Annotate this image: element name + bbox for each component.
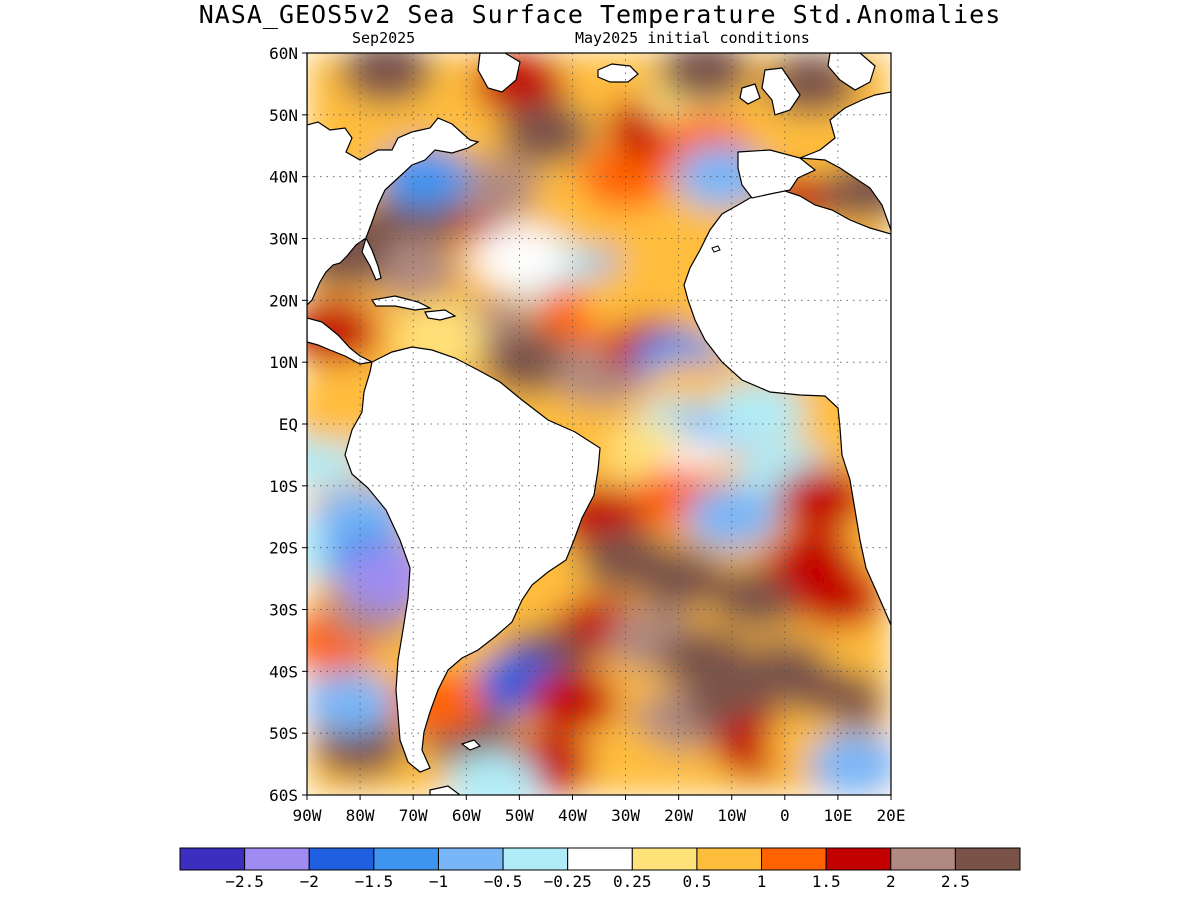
colorbar-swatch (308, 847, 375, 871)
anomaly-patch (483, 330, 576, 395)
anomaly-patch (340, 53, 433, 104)
lon-tick-label: 50W (505, 806, 534, 825)
colorbar-swatch (373, 847, 439, 871)
colorbar-swatch (761, 847, 827, 871)
colorbar-swatch (567, 847, 633, 871)
colorbar-swatch (696, 847, 763, 871)
colorbar-label: −1 (429, 872, 448, 891)
anomaly-patch (791, 565, 884, 630)
land-europe (799, 91, 891, 231)
colorbar-swatch (954, 847, 1021, 871)
land-africa (683, 189, 891, 626)
land-antarctic-peninsula (429, 785, 461, 795)
lat-tick-label: 40S (269, 662, 298, 681)
land-north-america (307, 53, 480, 306)
plot-area (306, 52, 892, 796)
colorbar-swatch (890, 847, 956, 871)
lat-tick-label: 50S (269, 724, 298, 743)
land-hispaniola (424, 309, 457, 321)
lon-tick-label: 10W (717, 806, 746, 825)
initial-conditions-label: May2025 initial conditions (575, 29, 810, 47)
anomaly-patch (632, 546, 725, 611)
gridlines (307, 53, 891, 795)
lat-tick-label: 50N (269, 106, 298, 125)
lat-tick-label: 60S (269, 786, 298, 805)
lon-tick-label: 70W (399, 806, 428, 825)
colorbar-swatch (825, 847, 892, 871)
land-canary-islands (711, 245, 721, 253)
anomaly-patch (473, 225, 566, 290)
anomaly-patch (685, 484, 778, 549)
colorbar-label: 1.5 (812, 872, 841, 891)
colorbar-label: −2 (300, 872, 319, 891)
anomaly-patch (712, 379, 805, 444)
lat-tick-label: 30N (269, 230, 298, 249)
lon-tick-label: 0 (780, 806, 790, 825)
colorbar-label: 2 (886, 872, 896, 891)
colorbar: −2.5 −2 −1.5 −1 −0.5 −0.25 0.25 0.5 1 1.5 2 2.5 (179, 847, 1021, 891)
land-ireland (739, 83, 761, 105)
lon-tick-label: 90W (293, 806, 322, 825)
land-south-america (344, 346, 601, 773)
colorbar-label: −2.5 (225, 872, 264, 891)
anomaly-patch (307, 670, 396, 735)
plot-title: NASA_GEOS5v2 Sea Surface Temperature Std… (198, 0, 1002, 29)
lat-tick-label: EQ (279, 415, 298, 434)
land-iceland (597, 63, 639, 83)
colorbar-swatch (244, 847, 310, 871)
colorbar-swatch (631, 847, 698, 871)
land-scandinavia (827, 53, 876, 91)
colorbar-label: 0.5 (682, 872, 711, 891)
land-greenland (477, 53, 521, 93)
anomaly-patch (367, 237, 460, 302)
anomaly-patch (807, 732, 891, 795)
colorbar-swatch (502, 847, 569, 871)
anomaly-patch (659, 53, 752, 104)
lat-tick-label: 10S (269, 477, 298, 496)
colorbar-label: 1 (757, 872, 767, 891)
land-masses (307, 53, 891, 795)
latitude-axis: 60N 50N 40N 30N 20N 10N EQ 10S 20S 30S 40S 50S 60S (269, 44, 307, 805)
lon-tick-label: 60W (452, 806, 481, 825)
colorbar-label: −1.5 (355, 872, 394, 891)
lon-tick-label: 20W (664, 806, 693, 825)
forecast-month-label: Sep2025 (352, 29, 416, 47)
land-british-isles (761, 67, 801, 116)
lat-tick-label: 10N (269, 353, 298, 372)
anomaly-patch (526, 670, 619, 735)
anomaly-patch (775, 466, 868, 531)
lat-tick-label: 20S (269, 539, 298, 558)
colorbar-label: −0.5 (484, 872, 523, 891)
lon-tick-label: 80W (346, 806, 375, 825)
lon-tick-label: 30W (611, 806, 640, 825)
land-central-america (307, 317, 374, 365)
anomaly-patch (446, 157, 539, 222)
colorbar-label: 2.5 (941, 872, 970, 891)
land-cuba (370, 295, 433, 311)
anomaly-patch (579, 732, 672, 795)
lon-tick-label: 10E (823, 806, 852, 825)
lon-tick-label: 40W (558, 806, 587, 825)
lon-tick-label: 20E (877, 806, 906, 825)
colorbar-label: 0.25 (613, 872, 652, 891)
longitude-axis: 90W 80W 70W 60W 50W 40W 30W 20W 10W 0 10E 20E (293, 795, 906, 825)
land-iberia (737, 149, 817, 199)
colorbar-swatch (437, 847, 504, 871)
land-florida (361, 236, 382, 281)
lat-tick-label: 30S (269, 601, 298, 620)
colorbar-swatch (179, 847, 246, 871)
lat-tick-label: 40N (269, 168, 298, 187)
anomaly-patch (499, 101, 592, 166)
lat-tick-label: 20N (269, 291, 298, 310)
anomaly-patch (446, 750, 539, 795)
colorbar-label: −0.25 (544, 872, 592, 891)
lat-tick-label: 60N (269, 44, 298, 63)
